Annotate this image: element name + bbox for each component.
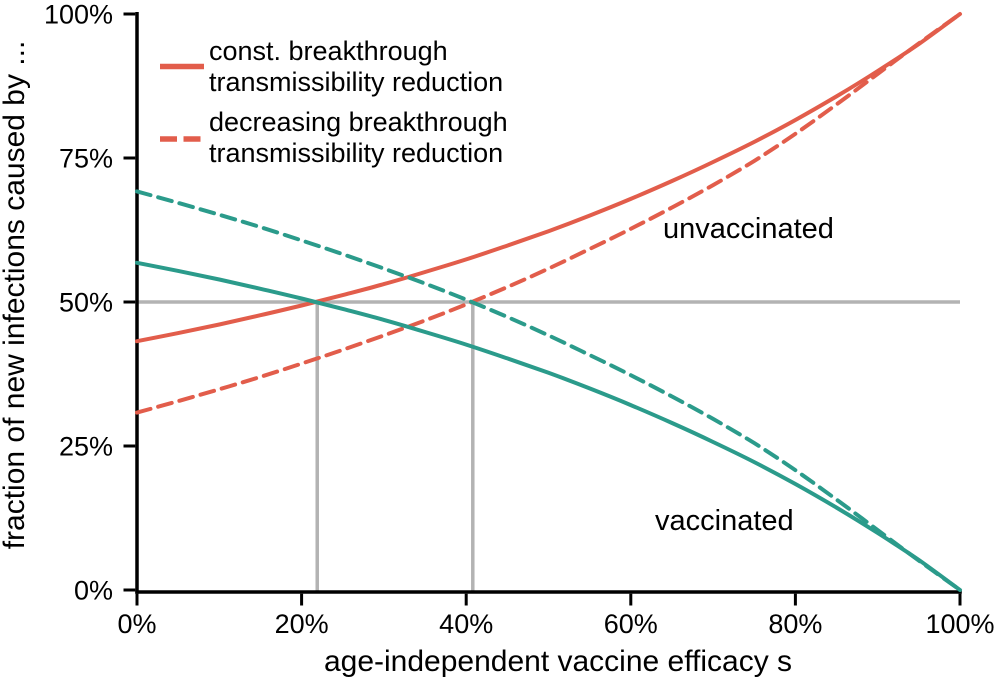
legend-entry-decreasing-line1: decreasing breakthrough [209, 107, 508, 137]
x-axis-label: age-independent vaccine efficacy s [324, 645, 792, 678]
curve-unvaccinated-const [135, 12, 962, 344]
y-tick-label-50%: 50% [59, 288, 113, 318]
reference-lines [137, 300, 960, 592]
curve-vaccinated-decreasing [135, 189, 962, 592]
annotation-unvaccinated: unvaccinated [663, 213, 834, 245]
x-tick-label-80%: 80% [768, 609, 822, 639]
x-tick-label-0%: 0% [117, 609, 156, 639]
axes [135, 12, 962, 594]
curve-unvaccinated-decreasing [135, 12, 962, 415]
legend-entry-const-line1: const. breakthrough [209, 36, 448, 66]
x-tick-label-100%: 100% [925, 609, 994, 639]
data-curves [135, 12, 962, 592]
x-tick-label-20%: 20% [275, 609, 329, 639]
y-tick-label-100%: 100% [44, 0, 113, 30]
curve-vaccinated-const [135, 260, 962, 592]
annotation-vaccinated: vaccinated [655, 505, 794, 537]
legend: const. breakthrough transmissibility red… [160, 36, 508, 168]
x-tick-label-60%: 60% [604, 609, 658, 639]
y-tick-label-25%: 25% [59, 432, 113, 462]
y-tick-label-75%: 75% [59, 144, 113, 174]
legend-entry-const-line2: transmissibility reduction [209, 67, 503, 97]
axis-ticks [123, 12, 962, 606]
y-axis-label: fraction of new infections caused by ... [0, 41, 31, 550]
x-tick-label-40%: 40% [439, 609, 493, 639]
axis-tick-labels: 0% 20% 40% 60% 80% 100% 0% 25% 50% 75% 100% [44, 0, 995, 639]
legend-entry-decreasing-line2: transmissibility reduction [209, 138, 503, 168]
y-tick-label-0%: 0% [74, 576, 113, 606]
